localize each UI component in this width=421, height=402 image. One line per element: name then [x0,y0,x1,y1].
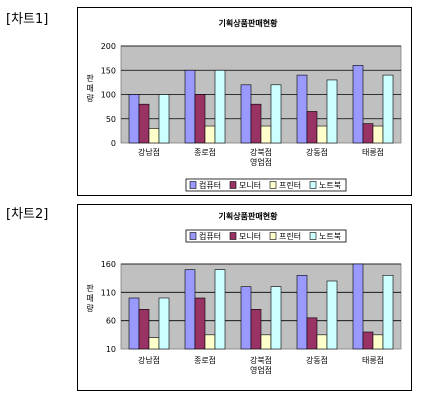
bar-노트북-종로점 [214,69,226,144]
y-axis-label: 량 [86,303,94,313]
legend-box [185,229,347,243]
legend-swatch-프린터 [269,181,277,189]
x-category-label: 태릉점 [362,147,384,157]
legend-label-노트북: 노트북 [319,181,341,190]
legend-box [185,178,347,192]
x-category-label: 강북점 [250,147,272,157]
x-category-label: 강동점 [306,147,328,157]
legend-label-컴퓨터: 컴퓨터 [199,232,221,241]
y-tick-label: 110 [101,288,116,297]
bar-모니터-종로점 [194,297,206,350]
bar-프린터-강동점 [316,125,328,144]
bar-모니터-강북점 [250,103,262,144]
x-axis-label: 영업점 [250,157,272,167]
x-category-label: 강북점 [250,355,272,365]
legend-swatch-노트북 [309,232,317,240]
bar-프린터-강남점 [148,128,160,144]
bar-컴퓨터-강동점 [296,275,308,350]
bar-모니터-강남점 [138,309,150,350]
bar-노트북-강북점 [270,84,282,144]
bar-프린터-종로점 [204,125,216,144]
bar-노트북-강동점 [326,280,338,350]
legend-label-모니터: 모니터 [239,231,261,241]
bar-노트북-강남점 [158,94,170,144]
bar-모니터-강북점 [250,309,262,350]
x-category-label: 종로점 [194,147,216,157]
legend-swatch-모니터 [229,232,237,240]
y-tick-label: 160 [101,260,116,269]
bar-노트북-강동점 [326,79,338,144]
y-axis-label: 량 [86,93,94,103]
bar-컴퓨터-태릉점 [352,65,364,144]
bar-노트북-강남점 [158,297,170,350]
legend-label-프린터: 프린터 [279,231,301,241]
bar-모니터-태릉점 [362,331,374,350]
legend-swatch-노트북 [309,181,317,189]
chart2-label: [차트2] [6,207,49,222]
legend-label-컴퓨터: 컴퓨터 [199,181,221,190]
bar-컴퓨터-종로점 [184,69,196,144]
chart1-label: [차트1] [6,12,49,27]
bar-컴퓨터-강남점 [128,297,140,350]
bar-프린터-강북점 [260,334,272,350]
bar-프린터-강남점 [148,337,160,350]
y-tick-label: 50 [106,115,116,124]
bar-컴퓨터-강동점 [296,74,308,144]
legend-swatch-컴퓨터 [189,181,197,189]
y-tick-label: 0 [111,139,116,148]
bar-프린터-강북점 [260,125,272,144]
y-axis-label: 매 [86,84,93,93]
x-axis-label: 영업점 [250,365,272,375]
bar-노트북-종로점 [214,269,226,350]
bar-컴퓨터-종로점 [184,269,196,350]
x-category-label: 강동점 [306,355,328,365]
bar-프린터-종로점 [204,334,216,350]
bar-프린터-태릉점 [372,334,384,350]
y-tick-label: 10 [106,345,116,354]
legend-label-노트북: 노트북 [319,232,341,241]
chart-title: 기획상품판매현황 [219,18,279,28]
y-tick-label: 60 [106,317,116,326]
bar-프린터-강동점 [316,334,328,350]
y-axis-label: 판 [86,284,94,293]
bar-모니터-강남점 [138,103,150,144]
bar-노트북-태릉점 [382,275,394,350]
bar-노트북-태릉점 [382,74,394,144]
x-category-label: 종로점 [194,355,216,365]
bar-모니터-종로점 [194,94,206,144]
chart-title: 기획상품판매현황 [219,211,279,221]
bar-컴퓨터-강남점 [128,94,140,144]
legend-label-프린터: 프린터 [279,180,301,190]
bar-컴퓨터-강북점 [240,84,252,144]
legend-swatch-컴퓨터 [189,232,197,240]
bar-모니터-강동점 [306,317,318,350]
bar-모니터-강동점 [306,111,318,144]
bar-컴퓨터-강북점 [240,286,252,350]
y-axis-label: 판 [86,74,94,83]
x-category-label: 강남점 [138,147,160,157]
y-tick-label: 150 [101,66,116,75]
x-category-label: 강남점 [138,355,160,365]
y-axis-label: 매 [86,294,93,303]
legend-swatch-모니터 [229,181,237,189]
bar-컴퓨터-태릉점 [352,263,364,350]
y-tick-label: 100 [101,91,116,100]
bar-노트북-강북점 [270,286,282,350]
bar-모니터-태릉점 [362,123,374,144]
legend-label-모니터: 모니터 [239,180,261,190]
y-tick-label: 200 [101,42,116,51]
legend-swatch-프린터 [269,232,277,240]
bar-프린터-태릉점 [372,125,384,144]
x-category-label: 태릉점 [362,355,384,365]
